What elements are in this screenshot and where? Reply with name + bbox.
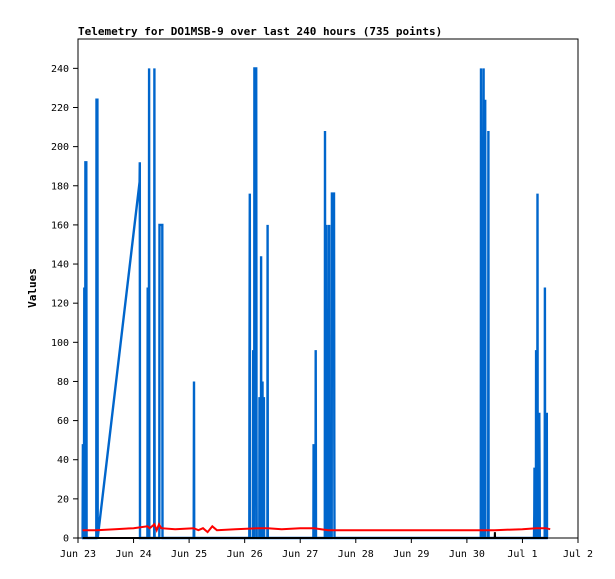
y-tick-label: 220 <box>51 103 69 114</box>
y-tick-label: 100 <box>51 338 69 349</box>
y-tick-label: 20 <box>57 494 69 505</box>
y-tick-label: 0 <box>63 534 69 545</box>
y-tick-label: 120 <box>51 299 69 310</box>
x-tick-label: Jun 30 <box>449 549 485 560</box>
x-tick-label: Jul 1 <box>507 549 537 560</box>
series-line-3 <box>82 532 548 539</box>
x-tick-label: Jun 29 <box>393 549 429 560</box>
x-tick-label: Jun 28 <box>338 549 374 560</box>
y-axis-label: Values <box>26 268 39 308</box>
chart-title: Telemetry for DO1MSB-9 over last 240 hou… <box>78 25 442 38</box>
y-tick-label: 80 <box>57 377 69 388</box>
x-tick-label: Jun 25 <box>171 549 207 560</box>
x-tick-label: Jun 27 <box>282 549 318 560</box>
y-tick-label: 200 <box>51 142 69 153</box>
y-tick-label: 240 <box>51 64 69 75</box>
y-axis: 0 20 40 60 80 100 120 140 160 180 200 220 240 <box>51 64 78 545</box>
x-tick-label: Jun 24 <box>115 549 151 560</box>
y-tick-label: 180 <box>51 181 69 192</box>
y-tick-label: 160 <box>51 220 69 231</box>
x-tick-label: Jun 26 <box>227 549 263 560</box>
y-tick-label: 40 <box>57 455 69 466</box>
y-tick-label: 140 <box>51 260 69 271</box>
x-tick-label: Jul 2 <box>563 549 593 560</box>
y-tick-label: 60 <box>57 416 69 427</box>
x-tick-label: Jun 23 <box>60 549 96 560</box>
series-layer <box>81 67 551 540</box>
x-axis: Jun 23 Jun 24 Jun 25 Jun 26 Jun 27 Jun 28 Jun … <box>60 538 593 560</box>
series-line-2 <box>82 522 551 534</box>
